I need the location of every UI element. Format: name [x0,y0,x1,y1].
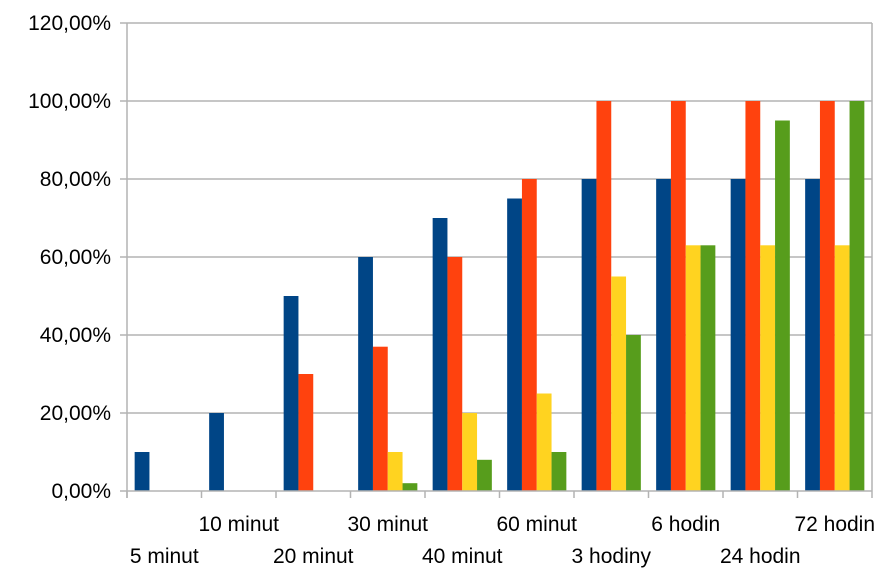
bar [447,257,463,491]
bars [134,101,865,491]
bar [700,245,716,491]
x-tick-label: 30 minut [347,513,428,536]
y-tick-label: 120,00% [28,12,111,35]
bar [387,452,403,491]
bar [819,101,835,491]
bar [283,296,299,491]
bar [730,179,746,491]
bar [358,257,373,491]
bar [656,179,671,491]
y-tick-label: 100,00% [28,90,111,113]
bar [372,346,388,491]
bar [521,179,537,491]
axes [120,22,873,498]
x-tick-label: 72 hodin [794,513,875,536]
bar [745,101,761,491]
y-tick-label: 60,00% [40,246,111,269]
x-tick-label: 24 hodin [720,545,801,568]
bar [209,413,224,491]
bar [670,101,686,491]
bar [551,452,567,491]
bar [432,218,448,491]
bar [805,179,820,491]
bar [626,335,641,491]
bar [611,276,627,491]
x-tick-label: 10 minut [198,513,279,536]
x-tick-label: 6 hodin [651,513,720,536]
y-tick-label: 40,00% [40,324,111,347]
x-tick-label: 40 minut [422,545,503,568]
bar [596,101,612,491]
bar [298,374,314,491]
bar [462,413,478,491]
x-tick-label: 60 minut [496,513,577,536]
bar [775,120,790,491]
bar [477,459,492,491]
x-tick-label: 20 minut [273,545,354,568]
bar [849,101,865,491]
y-tick-label: 20,00% [40,402,111,425]
y-tick-label: 0,00% [51,480,111,503]
tick-labels: 0,00% 20,00% 40,00% 60,00% 80,00% 100,00% 120,… [28,12,875,568]
x-tick-label: 5 minut [130,545,199,568]
bar [134,452,150,491]
bar [507,198,522,491]
bar [760,245,776,491]
bar [834,245,850,491]
bar [685,245,701,491]
bar [536,393,552,491]
y-tick-label: 80,00% [40,168,111,191]
bar [402,483,418,491]
x-tick-label: 3 hodiny [572,545,652,568]
bar [581,179,597,491]
